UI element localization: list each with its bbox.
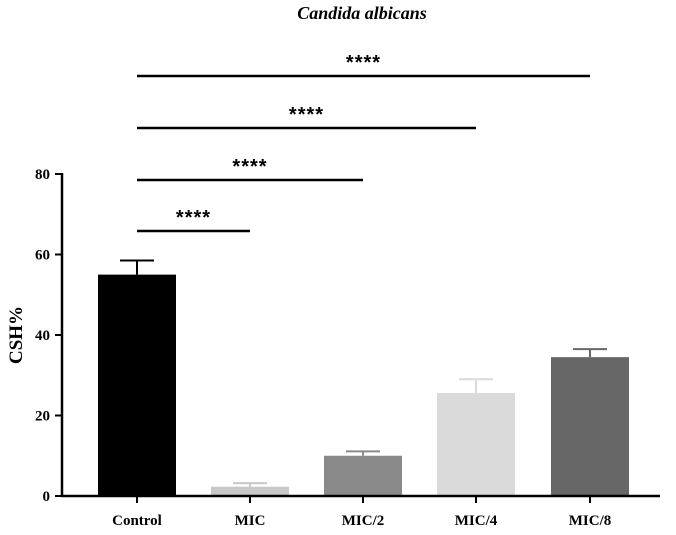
bar-control (98, 274, 176, 496)
y-tick-label: 80 (35, 167, 50, 183)
x-tick-label: Control (112, 513, 162, 529)
bar-mic-8 (551, 357, 629, 496)
y-tick-label: 20 (35, 409, 50, 425)
y-tick-label: 40 (35, 328, 50, 344)
x-tick-label: MIC (235, 513, 266, 529)
chart-title: Candida albicans (297, 3, 427, 23)
bar-mic-4 (437, 392, 515, 496)
significance-label: **** (176, 207, 211, 229)
x-tick-label: MIC/4 (455, 513, 498, 529)
plot-area: 0 20 40 60 80 Control MIC MIC/2 MIC/4 MIC/8 **** **… (35, 52, 660, 529)
y-tick-label: 0 (43, 489, 51, 505)
significance-label: **** (232, 156, 267, 178)
y-axis-label: CSH% (6, 306, 27, 364)
y-tick-label: 60 (35, 248, 50, 264)
bar-mic-2 (324, 455, 402, 496)
x-tick-label: MIC/2 (342, 513, 385, 529)
x-tick-label: MIC/8 (569, 513, 612, 529)
bar-mic (211, 486, 289, 496)
significance-label: **** (289, 104, 324, 126)
significance-label: **** (346, 52, 381, 74)
